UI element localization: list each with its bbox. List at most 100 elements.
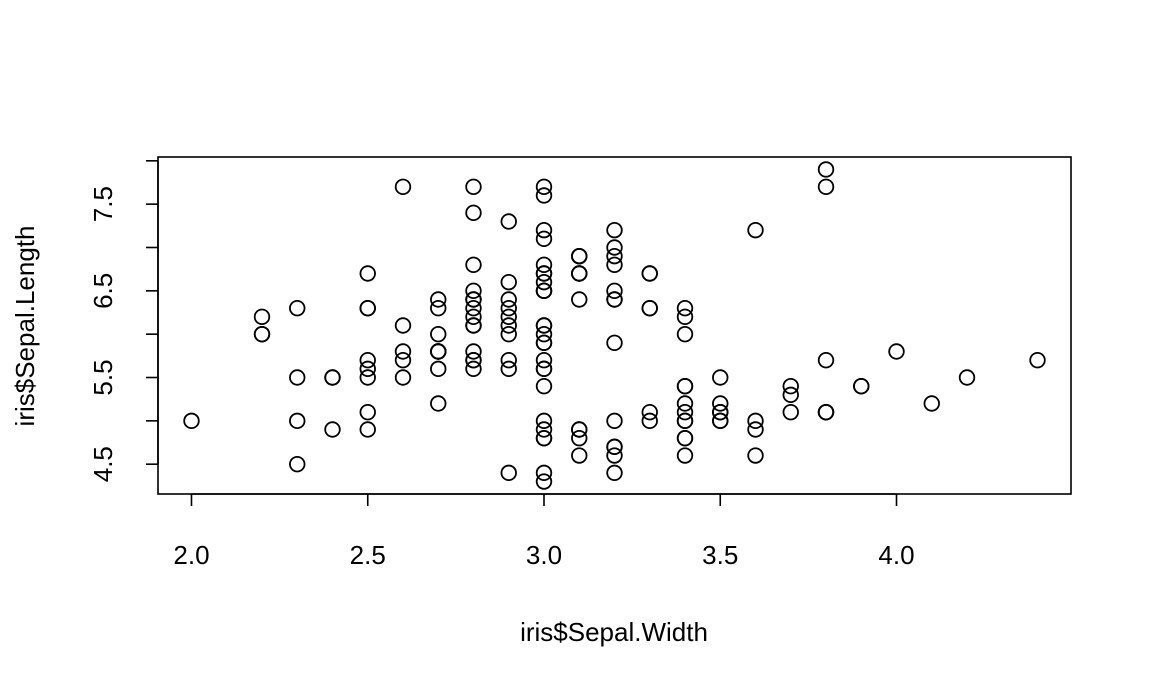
x-tick-label: 3.5 [702,540,738,570]
data-point [1029,351,1046,369]
data-point [676,308,694,326]
data-point [676,412,694,430]
data-point [712,395,729,412]
y-tick-label: 4.5 [88,446,118,482]
data-point [535,360,553,378]
data-point [923,395,940,412]
data-point [712,412,729,430]
data-point [817,403,835,421]
data-point [535,273,553,291]
data-point [676,395,694,412]
data-point [606,247,623,265]
data-point [500,325,517,343]
data-point [500,464,517,482]
data-point [359,369,376,386]
data-point [747,221,764,239]
data-point [394,351,412,369]
data-point [465,291,482,308]
data-point [606,447,623,464]
data-point [253,325,271,343]
data-point [782,403,799,421]
data-point [571,265,588,282]
data-point [465,360,482,378]
data-point [465,343,482,360]
data-point [571,447,588,464]
data-point [500,308,517,326]
data-point [500,273,517,291]
data-point [359,299,376,317]
data-point [606,334,623,352]
data-point [676,377,694,395]
data-point [465,299,482,317]
data-point [712,403,729,421]
data-point [394,178,412,196]
data-point [465,204,482,222]
y-tick-label: 7.5 [88,186,118,222]
data-point [535,187,553,204]
data-point [535,464,553,482]
data-point [465,282,482,300]
data-point [430,360,447,378]
data-point [359,265,376,282]
data-point [500,213,517,230]
data-point [606,438,623,456]
data-point [535,178,553,196]
y-tick-label: 6.5 [88,273,118,309]
data-point [535,282,553,300]
data-point [359,421,376,438]
data-point [324,369,341,386]
data-point [888,343,905,360]
data-point [747,447,764,464]
y-axis: 4.5 5.5 6.5 7.5 [88,160,159,482]
data-point [500,360,517,378]
data-point [535,334,553,352]
data-point [535,265,553,282]
data-point [676,447,694,464]
data-point [606,221,623,239]
x-tick-label: 2.0 [173,540,209,570]
x-tick-label: 2.5 [350,540,386,570]
data-point [817,178,835,196]
data-point [958,369,976,386]
data-point [535,473,553,490]
data-point [606,412,623,430]
data-point [535,256,553,274]
data-point [465,317,482,334]
plot-frame [157,156,1072,495]
data-point [430,395,447,412]
x-axis-label: iris$Sepal.Width [520,617,708,647]
data-point [817,351,835,369]
data-point [747,412,764,430]
data-point [676,325,694,343]
data-point [359,360,376,378]
x-tick-label: 3.0 [526,540,562,570]
data-point [535,377,553,395]
data-point [465,351,482,369]
data-point [430,343,447,360]
data-point [465,256,482,274]
data-point [253,308,271,326]
data-point [359,351,376,369]
data-point [571,247,588,265]
data-point [535,421,553,438]
data-point [359,403,376,421]
data-point [676,299,694,317]
data-point [394,343,412,360]
data-point [641,299,658,317]
x-axis: 2.0 2.5 3.0 3.5 4.0 [173,493,915,570]
data-point [289,299,306,317]
data-point [606,282,623,300]
data-point [817,161,835,178]
data-point [606,256,623,274]
data-point [782,386,799,404]
data-point [676,403,694,421]
data-point [571,291,588,308]
data-point [535,317,553,334]
data-point [853,377,870,395]
data-point [535,325,553,343]
data-point [500,351,517,369]
data-point [535,230,553,248]
data-point [430,299,447,317]
y-axis-label: iris$Sepal.Length [10,226,40,427]
data-point [782,377,799,395]
